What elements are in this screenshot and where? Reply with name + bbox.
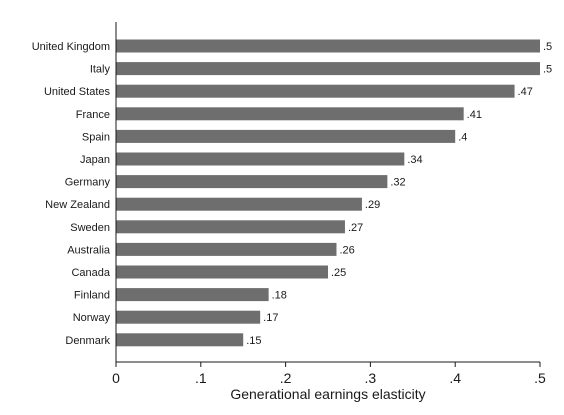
- bar: [116, 265, 328, 279]
- value-labels-group: .5 .5 .47 .41.4 .34.32 .29.27 .26 .25 .18 .17.15: [246, 41, 552, 347]
- x-axis-title: Generational earnings elasticity: [230, 386, 425, 402]
- bar: [116, 152, 405, 166]
- bar: [116, 288, 269, 302]
- category-label: Italy: [90, 64, 111, 76]
- value-label: .17: [263, 312, 278, 324]
- x-tick-label: .3: [365, 370, 377, 386]
- category-label: United Kingdom: [32, 41, 110, 53]
- bar: [116, 197, 362, 211]
- value-label: .26: [339, 244, 354, 256]
- value-label: .41: [467, 109, 482, 121]
- category-label: Finland: [74, 290, 110, 302]
- value-label: .25: [331, 267, 346, 279]
- category-label: United States: [44, 86, 111, 98]
- x-ticks-group: 0 .1 .2 .3 .4 .5: [112, 362, 546, 386]
- value-label: .18: [272, 290, 287, 302]
- bar: [116, 310, 261, 324]
- value-label: .27: [348, 222, 363, 234]
- x-tick-label: 0: [112, 370, 120, 386]
- bar: [116, 220, 345, 234]
- value-label: .34: [407, 154, 422, 166]
- category-label: Denmark: [65, 335, 110, 347]
- bar: [116, 39, 540, 53]
- category-label: Sweden: [70, 222, 110, 234]
- category-label: France: [76, 109, 110, 121]
- category-label: Spain: [82, 131, 110, 143]
- value-label: .32: [390, 177, 405, 189]
- bar: [116, 129, 456, 143]
- x-tick-label: .1: [195, 370, 207, 386]
- x-tick-label: .5: [534, 370, 546, 386]
- category-label: Canada: [71, 267, 110, 279]
- value-label: .5: [543, 41, 552, 53]
- value-label: .47: [518, 86, 533, 98]
- bars-group: [116, 39, 540, 347]
- value-label: .4: [458, 131, 467, 143]
- category-label: Norway: [73, 312, 111, 324]
- value-label: .5: [543, 64, 552, 76]
- bar: [116, 107, 464, 121]
- category-labels-group: United Kingdom Italy United States France Sp…: [32, 41, 111, 347]
- category-label: Germany: [65, 177, 111, 189]
- bar: [116, 333, 244, 347]
- category-label: Australia: [67, 244, 111, 256]
- category-label: New Zealand: [45, 199, 110, 211]
- bar: [116, 242, 337, 256]
- category-label: Japan: [80, 154, 110, 166]
- x-tick-label: .4: [449, 370, 461, 386]
- x-tick-label: .2: [280, 370, 292, 386]
- bar: [116, 84, 515, 98]
- bar: [116, 175, 388, 189]
- value-label: .29: [365, 199, 380, 211]
- bar: [116, 62, 540, 76]
- value-label: .15: [246, 335, 261, 347]
